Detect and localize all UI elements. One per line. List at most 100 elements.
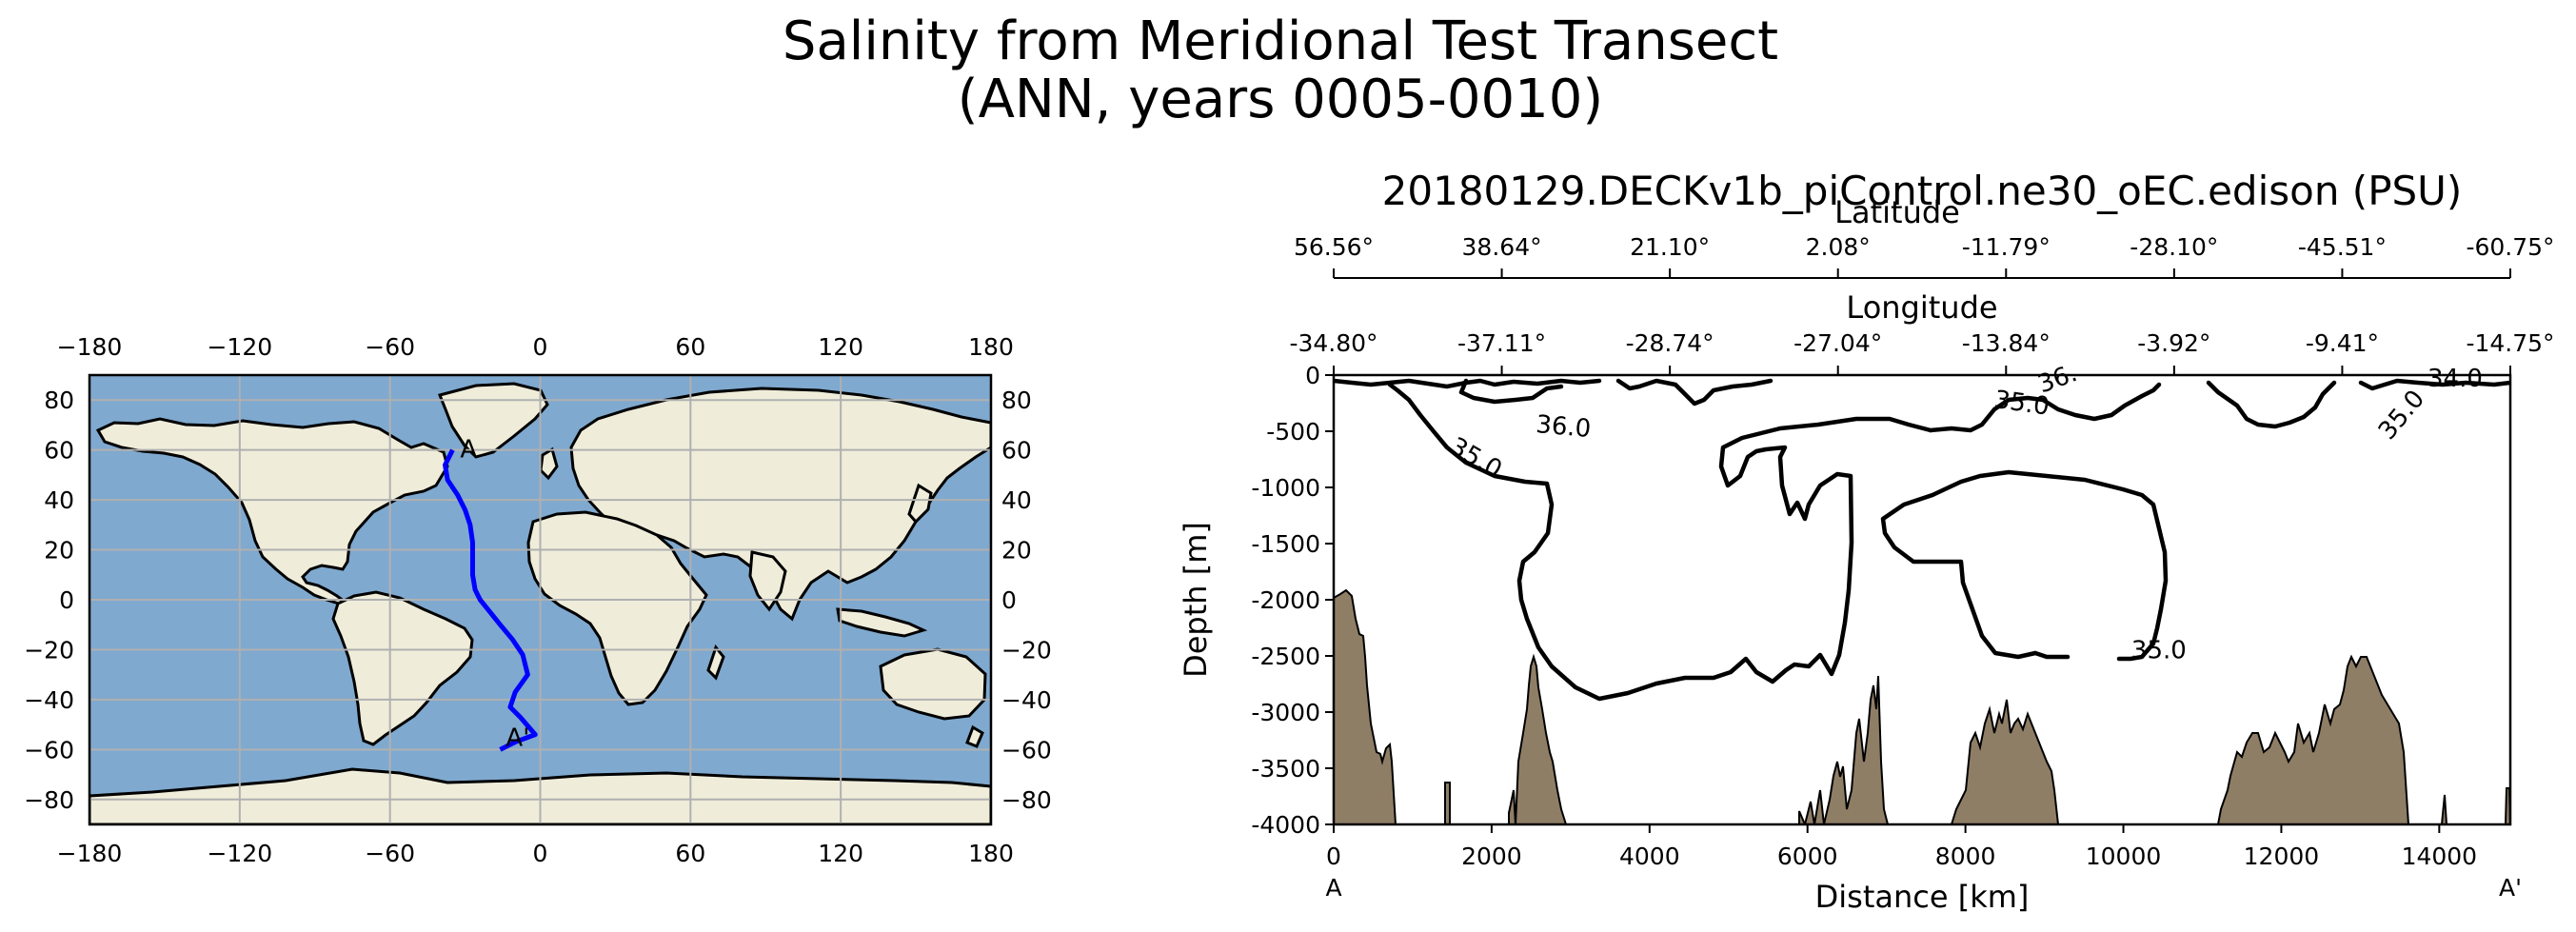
transect-end-label: A' — [505, 724, 529, 752]
map-lat-tick-right: −20 — [1001, 636, 1052, 664]
land-africa — [526, 510, 708, 706]
lat-ticks-label: 38.64° — [1462, 233, 1542, 261]
land-madagascar — [706, 644, 725, 681]
lon-ticks-label: -13.84° — [1962, 329, 2051, 357]
lat-ticks-label: -60.75° — [2466, 233, 2554, 261]
section-end-label: A' — [2499, 874, 2522, 902]
map-gridlines — [89, 375, 991, 824]
map-lat-tick-left: −20 — [24, 636, 74, 664]
latitude-axis-label: Latitude — [1834, 194, 1960, 230]
land-greenland — [437, 382, 549, 459]
lon-ticks-label: -28.74° — [1626, 329, 1714, 357]
lon-ticks-label: -3.92° — [2137, 329, 2210, 357]
contour-35-left — [1387, 382, 1933, 702]
map-lon-tick-top: 120 — [818, 333, 863, 361]
map-lat-tick-left: −80 — [24, 786, 74, 814]
lon-ticks-label: -14.75° — [2466, 329, 2554, 357]
section-y-tick-label: -3500 — [1251, 755, 1320, 783]
land-indonesia — [836, 607, 928, 638]
map-lat-tick-right: −40 — [1001, 686, 1052, 714]
section-y-tick-label: 0 — [1305, 362, 1320, 389]
section-x-tick-label: 2000 — [1461, 843, 1522, 870]
section-y-tick-label: -500 — [1266, 418, 1320, 446]
map-lat-tick-right: 20 — [1001, 537, 1032, 565]
map-lat-tick-right: −60 — [1001, 736, 1052, 763]
longitude-ticks: -34.80° -37.11° -28.74° -27.04° -13.84° -3.92… — [1289, 329, 2555, 375]
map-lon-tick-top: 0 — [533, 333, 548, 361]
section-x-tick-label: 10000 — [2086, 843, 2162, 870]
contour-label: 36.0 — [1535, 410, 1592, 444]
contour-35-lower — [2032, 650, 2071, 660]
latitude-ticks: 56.56° 38.64° 21.10° 2.08° -11.79° -28.10° -45… — [1294, 233, 2555, 278]
map-lat-tick-right: 0 — [1001, 586, 1017, 614]
contour-35-mid — [1928, 382, 2162, 433]
map-lon-tick-bottom: 60 — [675, 840, 705, 867]
contour-label: 35.0 — [2131, 636, 2187, 664]
map-ticks: −180 −180 −120 −120 −60 −60 0 0 60 60 120 120 180 180… — [24, 333, 1052, 867]
map-lat-tick-right: 80 — [1001, 387, 1032, 414]
contour-35-east — [2206, 380, 2337, 429]
land-south-america — [331, 590, 474, 746]
lon-ticks-label: -9.41° — [2306, 329, 2379, 357]
section-y-tick-label: -3000 — [1251, 699, 1320, 726]
map-lon-tick-top: −60 — [365, 333, 415, 361]
map-lat-tick-left: −40 — [24, 686, 74, 714]
lon-ticks-label: -27.04° — [1793, 329, 1882, 357]
map-lon-tick-top: −180 — [57, 333, 123, 361]
section-y-tick-label: -4000 — [1251, 811, 1320, 839]
map-lon-tick-bottom: −180 — [57, 840, 123, 867]
lat-ticks-label: 21.10° — [1630, 233, 1710, 261]
longitude-axis-label: Longitude — [1846, 289, 1997, 326]
section-y-ticks: 0 -500 -1000 -1500 -2000 -2500 -3000 -3500 -4000 — [1251, 362, 1334, 839]
lat-ticks-label: -28.10° — [2130, 233, 2218, 261]
map-lat-tick-left: 20 — [44, 537, 74, 565]
lat-ticks-label: -11.79° — [1962, 233, 2051, 261]
map-lon-tick-bottom: −120 — [207, 840, 272, 867]
section-x-tick-label: 0 — [1326, 843, 1341, 870]
lon-ticks-label: -37.11° — [1457, 329, 1546, 357]
map-lon-tick-top: 180 — [968, 333, 1014, 361]
map-lat-tick-left: −60 — [24, 736, 74, 763]
section-panel: 20180129.DECKv1b_piControl.ne30_oEC.edis… — [1178, 168, 2555, 915]
map-lat-tick-left: 60 — [44, 437, 74, 465]
map-lon-tick-bottom: 120 — [818, 840, 863, 867]
contour-label: 34.0 — [2427, 365, 2483, 393]
map-lat-tick-right: 40 — [1001, 486, 1032, 514]
lat-ticks-label: 2.08° — [1806, 233, 1871, 261]
map-lat-tick-left: 80 — [44, 387, 74, 414]
contour-36-shallow — [1458, 378, 1564, 405]
section-x-tick-label: 14000 — [2402, 843, 2478, 870]
section-y-tick-label: -1000 — [1251, 474, 1320, 502]
lat-ticks-label: 56.56° — [1294, 233, 1374, 261]
section-y-tick-label: -1500 — [1251, 530, 1320, 558]
section-start-label: A — [1325, 874, 1341, 902]
transect-start-label: A — [460, 436, 477, 465]
figure-suptitle-line2: (ANN, years 0005-0010) — [958, 69, 1604, 130]
figure-suptitle-line1: Salinity from Meridional Test Transect — [783, 10, 1778, 72]
map-lat-tick-right: −80 — [1001, 786, 1052, 814]
section-x-axis-label: Distance [km] — [1815, 879, 2030, 915]
map-frame — [88, 373, 993, 826]
section-x-tick-label: 8000 — [1935, 843, 1996, 870]
section-x-tick-label: 4000 — [1619, 843, 1680, 870]
section-x-ticks: 0 2000 4000 6000 8000 10000 12000 14000 — [1326, 824, 2477, 870]
map-lon-tick-bottom: 180 — [968, 840, 1014, 867]
map-panel: −180 −180 −120 −120 −60 −60 0 0 60 60 120 120 180 180… — [24, 333, 1052, 867]
map-lat-tick-right: 60 — [1001, 437, 1032, 465]
map-lat-tick-left: 40 — [44, 486, 74, 514]
transect-line — [443, 448, 538, 752]
section-title: 20180129.DECKv1b_piControl.ne30_oEC.edis… — [1382, 168, 2463, 214]
map-lon-tick-bottom: −60 — [365, 840, 415, 867]
map-lon-tick-top: 60 — [675, 333, 705, 361]
land-north-america — [95, 417, 449, 605]
section-x-tick-label: 6000 — [1777, 843, 1838, 870]
bathymetry — [1334, 588, 2510, 824]
land-japan — [907, 483, 933, 525]
contour-35-right — [1880, 469, 2169, 662]
lon-ticks-label: -34.80° — [1289, 329, 1377, 357]
map-lon-tick-top: −120 — [207, 333, 272, 361]
map-lon-tick-bottom: 0 — [533, 840, 548, 867]
land-new-zealand — [965, 724, 984, 748]
contour-34-east — [2358, 378, 2510, 391]
